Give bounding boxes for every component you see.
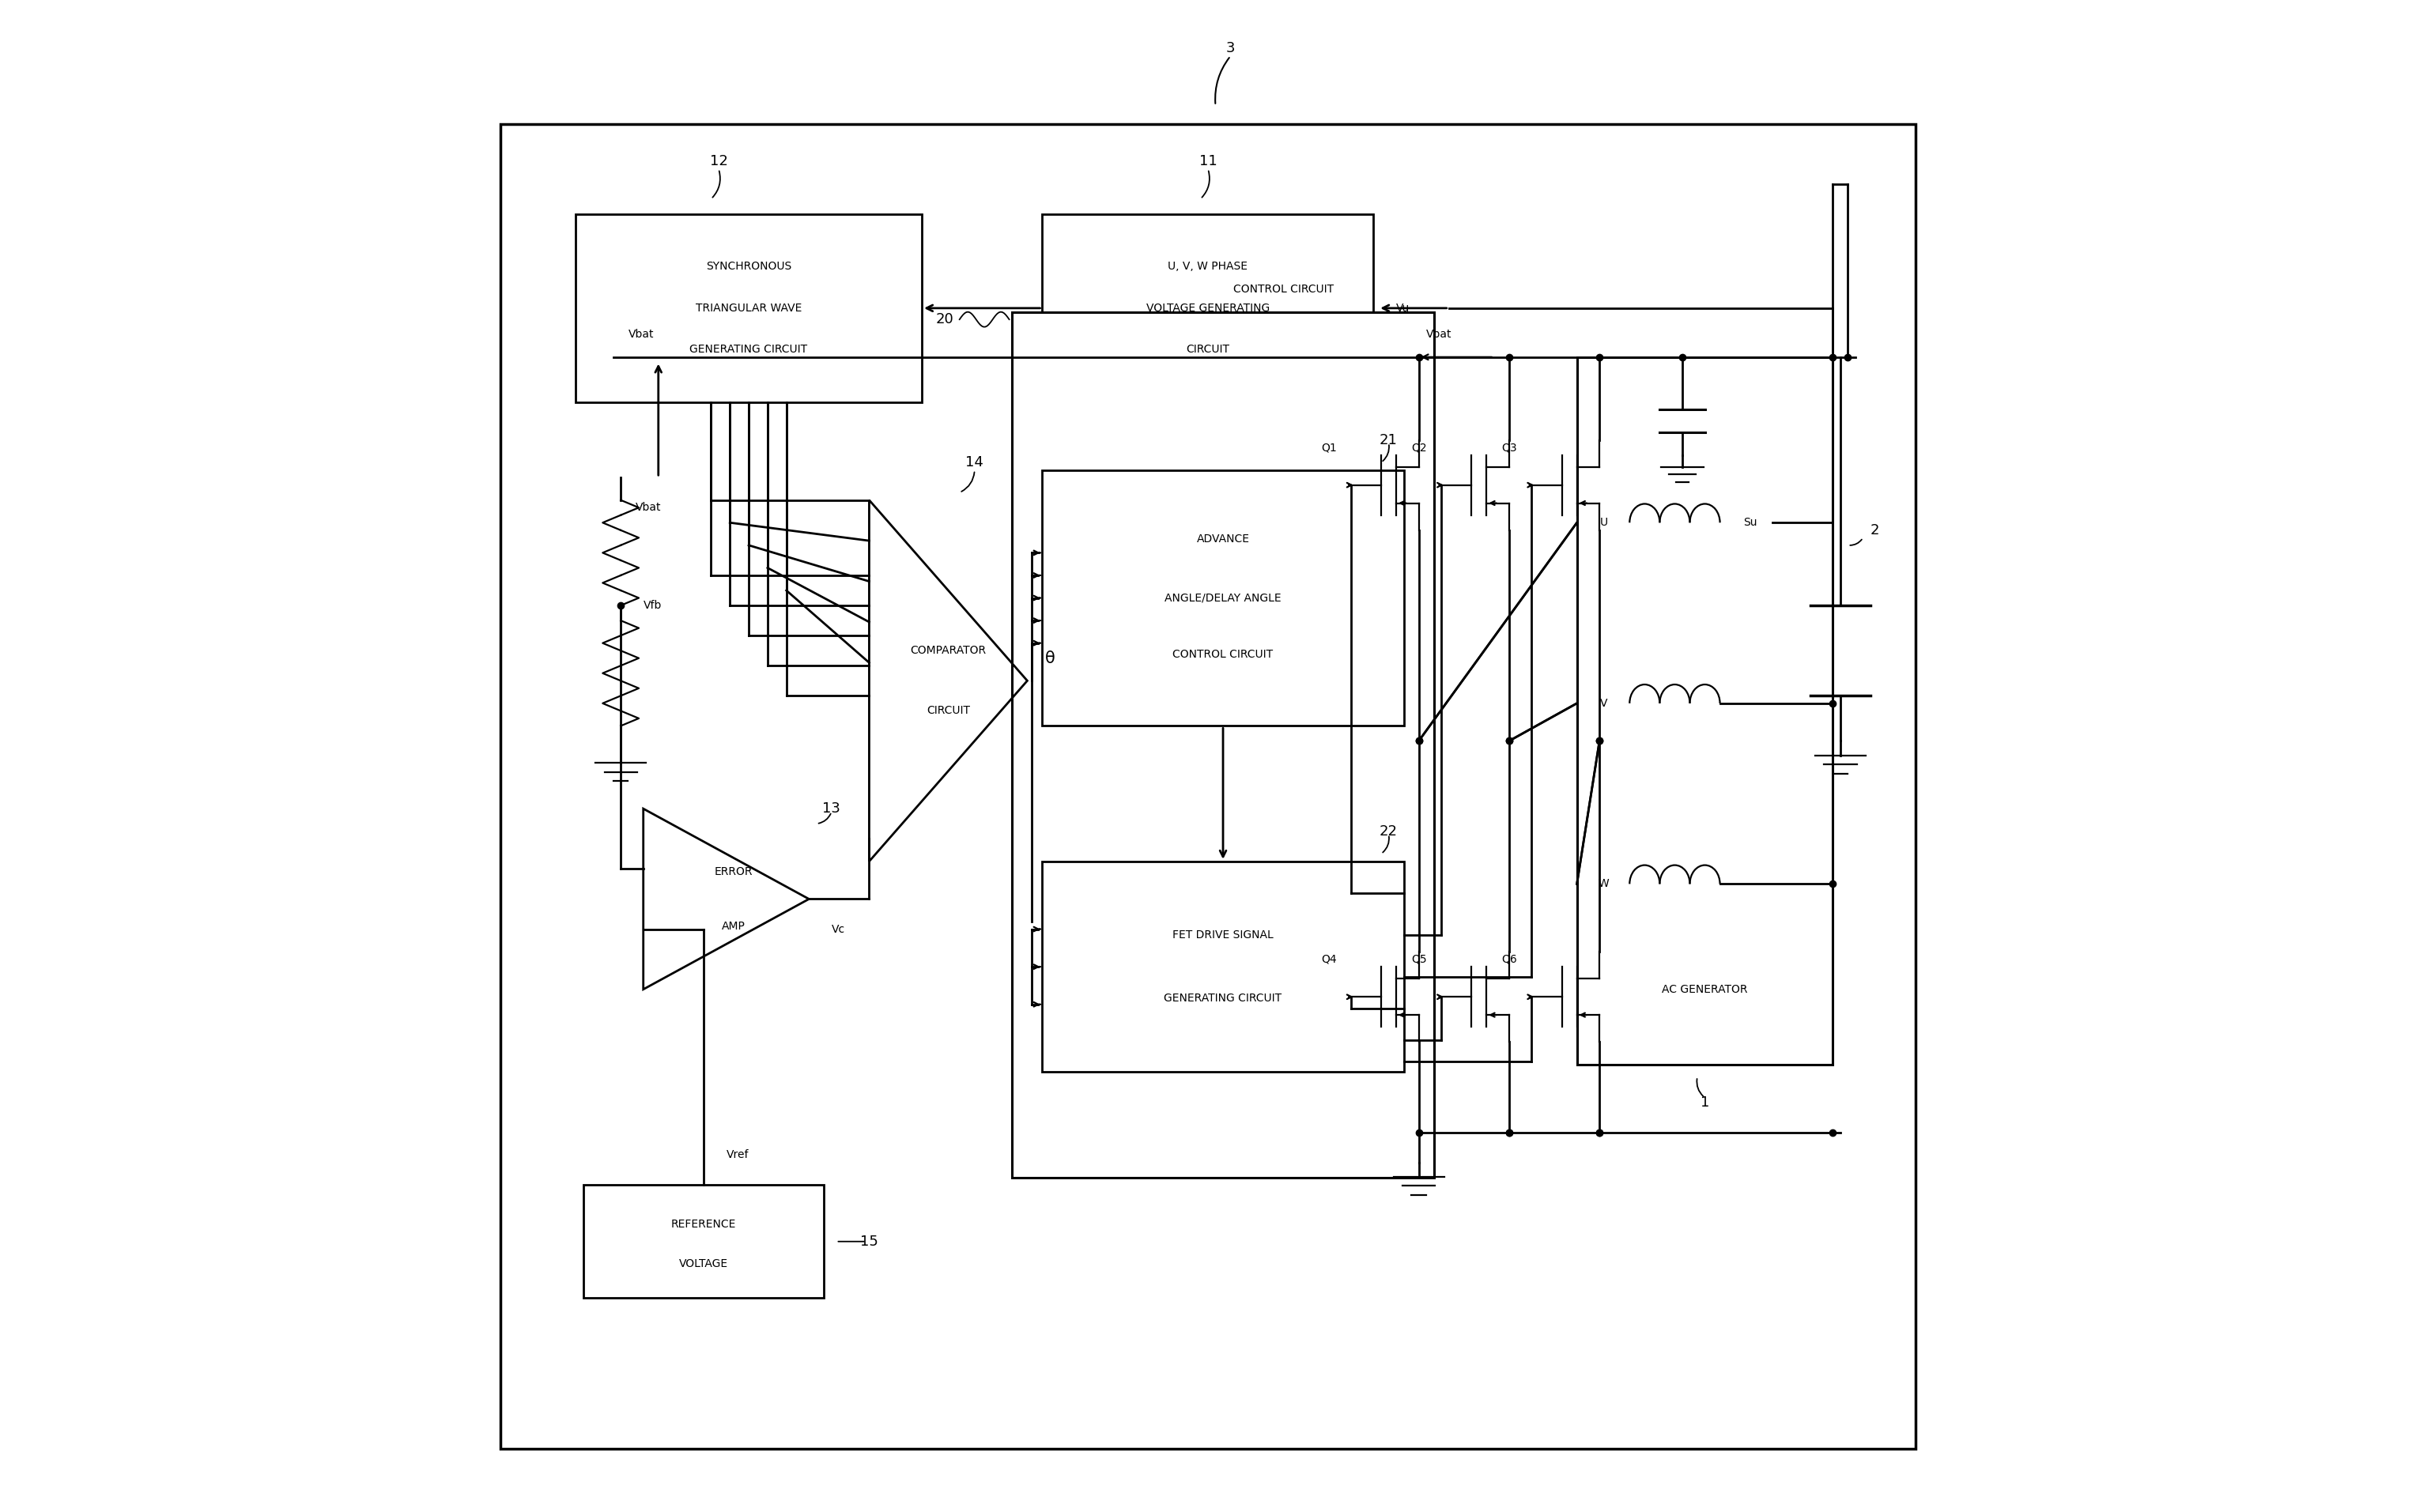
Text: 22: 22 bbox=[1378, 824, 1398, 838]
Text: Vbat: Vbat bbox=[1427, 330, 1451, 340]
Text: FET DRIVE SIGNAL: FET DRIVE SIGNAL bbox=[1172, 930, 1274, 940]
Bar bbox=[1043, 862, 1403, 1072]
Text: Vc: Vc bbox=[831, 924, 846, 934]
Text: Q2: Q2 bbox=[1412, 442, 1427, 454]
Text: CIRCUIT: CIRCUIT bbox=[926, 705, 970, 717]
Text: CONTROL CIRCUIT: CONTROL CIRCUIT bbox=[1172, 649, 1274, 659]
Bar bbox=[1011, 311, 1434, 1178]
Text: CONTROL CIRCUIT: CONTROL CIRCUIT bbox=[1233, 284, 1335, 295]
Text: Su: Su bbox=[1743, 517, 1758, 528]
Text: 3: 3 bbox=[1225, 41, 1235, 56]
Text: ANGLE/DELAY ANGLE: ANGLE/DELAY ANGLE bbox=[1164, 593, 1281, 603]
Text: 20: 20 bbox=[936, 313, 953, 327]
Text: ERROR: ERROR bbox=[715, 866, 754, 877]
Text: Vbat: Vbat bbox=[627, 330, 654, 340]
Bar bbox=[583, 1185, 824, 1297]
Text: Vfb: Vfb bbox=[644, 600, 661, 611]
Text: Q5: Q5 bbox=[1412, 954, 1427, 965]
Text: θ: θ bbox=[1045, 650, 1055, 667]
Text: SYNCHRONOUS: SYNCHRONOUS bbox=[705, 262, 793, 272]
Text: AC GENERATOR: AC GENERATOR bbox=[1663, 984, 1748, 995]
Text: AMP: AMP bbox=[722, 921, 746, 931]
Text: 21: 21 bbox=[1381, 432, 1398, 448]
Bar bbox=[1578, 357, 1833, 1064]
Text: 13: 13 bbox=[822, 801, 841, 816]
Text: ADVANCE: ADVANCE bbox=[1196, 534, 1250, 544]
Text: Q1: Q1 bbox=[1320, 442, 1337, 454]
Text: Vref: Vref bbox=[727, 1149, 749, 1161]
Text: TRIANGULAR WAVE: TRIANGULAR WAVE bbox=[695, 302, 802, 313]
Text: Q4: Q4 bbox=[1320, 954, 1337, 965]
Text: Q3: Q3 bbox=[1502, 442, 1517, 454]
Bar bbox=[1043, 470, 1403, 726]
Text: W: W bbox=[1600, 878, 1609, 889]
Bar bbox=[501, 124, 1916, 1448]
Text: COMPARATOR: COMPARATOR bbox=[909, 646, 987, 656]
Text: V: V bbox=[1600, 697, 1607, 709]
Text: U, V, W PHASE: U, V, W PHASE bbox=[1167, 262, 1247, 272]
Bar bbox=[1043, 215, 1374, 402]
Text: 2: 2 bbox=[1869, 523, 1879, 537]
Text: REFERENCE: REFERENCE bbox=[671, 1219, 737, 1231]
Text: 11: 11 bbox=[1198, 154, 1218, 168]
Text: 15: 15 bbox=[861, 1234, 878, 1249]
Text: Q6: Q6 bbox=[1502, 954, 1517, 965]
Text: U: U bbox=[1600, 517, 1607, 528]
Text: VOLTAGE: VOLTAGE bbox=[678, 1258, 729, 1270]
Text: VOLTAGE GENERATING: VOLTAGE GENERATING bbox=[1145, 302, 1269, 313]
Text: 1: 1 bbox=[1699, 1095, 1709, 1110]
Text: GENERATING CIRCUIT: GENERATING CIRCUIT bbox=[1164, 993, 1281, 1004]
Text: Vu: Vu bbox=[1395, 302, 1410, 313]
Text: CIRCUIT: CIRCUIT bbox=[1186, 345, 1230, 355]
Text: 14: 14 bbox=[965, 455, 985, 470]
Text: Vbat: Vbat bbox=[637, 502, 661, 513]
Text: 12: 12 bbox=[710, 154, 727, 168]
Bar bbox=[576, 215, 921, 402]
Text: GENERATING CIRCUIT: GENERATING CIRCUIT bbox=[690, 345, 807, 355]
